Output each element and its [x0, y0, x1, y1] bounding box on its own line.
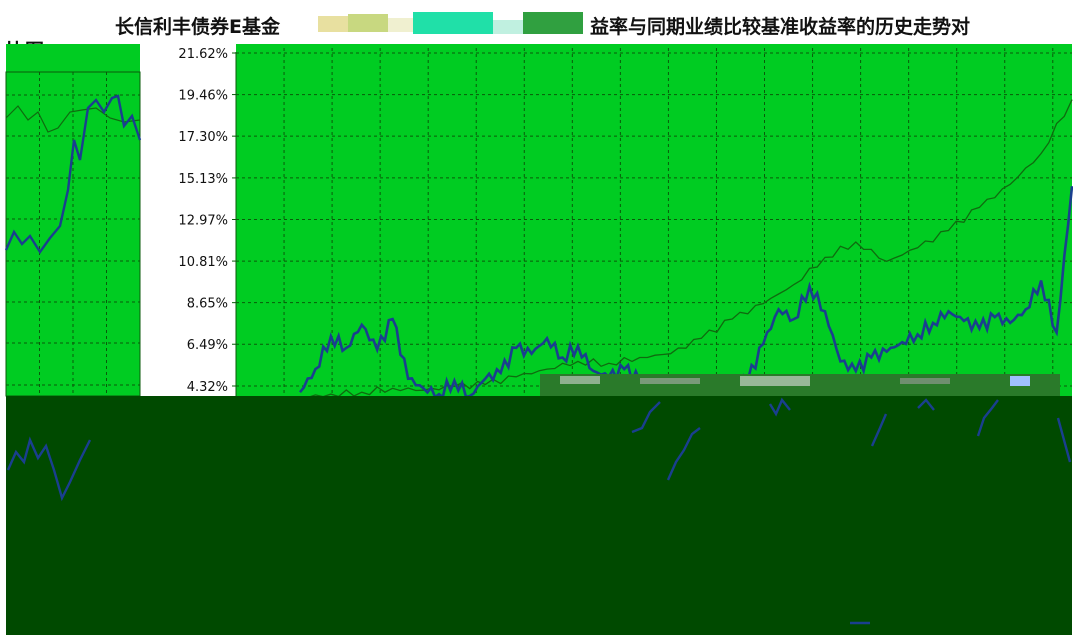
title-image-glitch: [318, 10, 583, 36]
inset-grid: [6, 72, 140, 396]
inset-fund-line: [4, 94, 142, 255]
y-tick-label: 15.13%: [178, 172, 228, 187]
y-tick-label: 17.30%: [178, 130, 228, 145]
y-axis-ticks: 21.62% 19.46% 17.30% 15.13% 12.97% 10.81% 8.65…: [178, 47, 228, 395]
fund-line-fragment: [917, 398, 935, 411]
glitch-strip: [540, 374, 1060, 396]
y-tick-label: 10.81%: [178, 255, 228, 270]
y-tick-label: 19.46%: [178, 89, 228, 104]
y-tick-label: 12.97%: [178, 214, 228, 229]
chart-title-suffix: 益率与同期业绩比较基准收益率的历史走势对: [590, 16, 971, 38]
y-tick-label: 4.32%: [187, 380, 228, 395]
inset-benchmark-line: [5, 105, 141, 133]
glitch-block-graphic: [318, 12, 583, 34]
fund-line-fragment: [768, 397, 791, 417]
fund-line-fragment: [6, 436, 92, 502]
fund-line-fragment: [1056, 417, 1072, 463]
chart-title: 长信利丰债券E基金: [115, 16, 280, 38]
fund-line-fragment: [976, 399, 999, 437]
y-tick-label: 21.62%: [178, 47, 228, 62]
lower-dark-region: [6, 396, 1072, 635]
fund-line-fragment: [870, 413, 888, 447]
fund-line-fragment: [666, 427, 701, 481]
fund-line-fragment: [631, 401, 661, 434]
y-tick-label: 8.65%: [187, 297, 228, 312]
lower-line-fragments: [6, 397, 1072, 625]
y-tick-label: 6.49%: [187, 338, 228, 353]
